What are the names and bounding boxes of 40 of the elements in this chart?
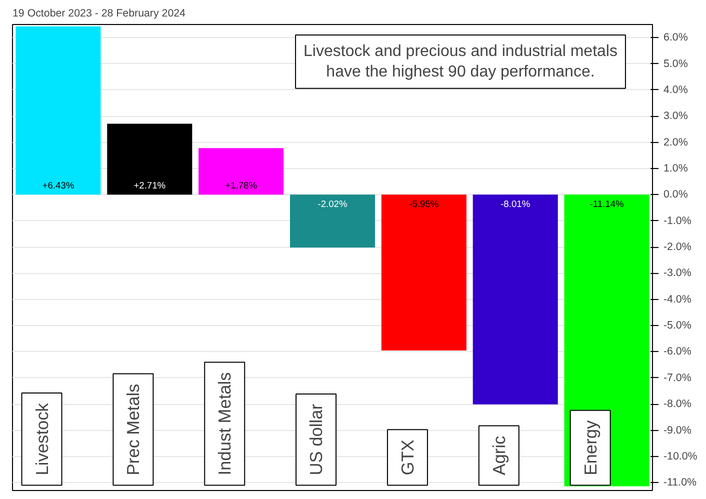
y-tick-label: -1.0% [664, 214, 692, 227]
y-tick-label: 2.0% [664, 136, 688, 148]
y-tick-label: 3.0% [664, 110, 688, 122]
y-tick-label: 6.0% [664, 32, 688, 44]
bar [107, 124, 192, 195]
x-tick-label: Agric [488, 435, 509, 476]
y-tick-label: -11.0% [664, 476, 697, 489]
x-tick-label: GTX [397, 439, 418, 476]
data-label: -11.14% [590, 198, 624, 209]
data-label: -5.95% [409, 198, 439, 209]
y-tick-label: -9.0% [664, 424, 692, 436]
y-tick-label: -10.0% [664, 450, 698, 462]
y-tick-label: 4.0% [664, 84, 688, 96]
chart-subtitle: 19 October 2023 - 28 February 2024 [12, 8, 186, 20]
bar [381, 194, 466, 350]
y-tick-label: -7.0% [664, 372, 692, 384]
y-tick-label: 0.0% [664, 188, 688, 201]
bar [290, 194, 376, 248]
x-tick-label: Livestock [32, 402, 52, 476]
y-tick-label: -4.0% [664, 293, 692, 306]
y-tick-label: 5.0% [664, 58, 688, 70]
data-label: -2.02% [318, 198, 348, 209]
bar [16, 26, 101, 195]
data-label: +1.78% [225, 180, 258, 191]
y-tick-label: -6.0% [664, 346, 692, 358]
y-tick-label: -3.0% [664, 267, 692, 280]
y-tick-label: -2.0% [664, 241, 692, 254]
y-tick-label: -5.0% [664, 320, 692, 332]
data-label: -8.01% [500, 198, 530, 209]
bar [198, 148, 284, 195]
x-tick-label: Energy [580, 420, 600, 476]
x-tick-label: US dollar [306, 404, 326, 476]
x-tick-label: Indust Metals [214, 372, 235, 476]
y-tick-label: 1.0% [664, 162, 688, 174]
bar [472, 194, 558, 404]
x-tick-label: Prec Metals [123, 383, 144, 476]
annotation: Livestock and precious and industrial metals have the highest 90 day performance. [304, 42, 618, 80]
data-label: +2.71% [134, 180, 166, 191]
data-label: +6.43% [42, 180, 74, 191]
y-tick-label: -8.0% [664, 398, 692, 410]
